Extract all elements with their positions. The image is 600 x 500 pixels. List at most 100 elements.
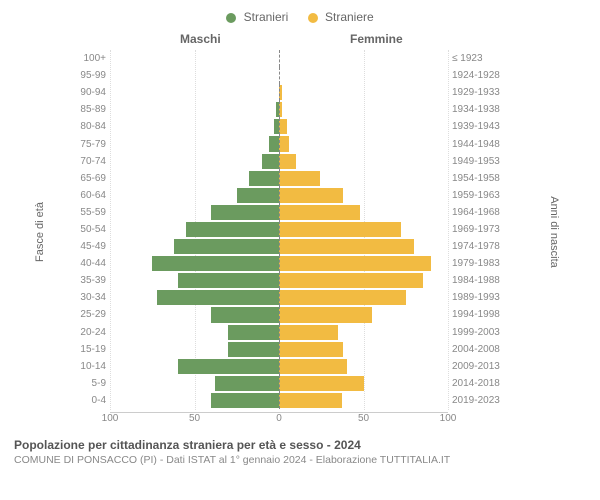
bar-male (262, 154, 279, 169)
legend-item-female: Straniere (308, 10, 374, 24)
bar-half-female (279, 324, 448, 341)
footer-title: Popolazione per cittadinanza straniera p… (14, 438, 590, 452)
bar-pair (110, 187, 448, 204)
year-label: 1934-1938 (448, 104, 510, 115)
center-divider (279, 187, 280, 204)
pyramid-row: 70-741949-1953 (68, 153, 510, 170)
pyramid-row: 55-591964-1968 (68, 204, 510, 221)
bar-half-female (279, 375, 448, 392)
chart-rows: 100+≤ 192395-991924-192890-941929-193385… (68, 50, 510, 410)
bar-pair (110, 375, 448, 392)
year-label: 1944-1948 (448, 139, 510, 150)
bar-half-female (279, 255, 448, 272)
bar-pair (110, 238, 448, 255)
center-divider (279, 204, 280, 221)
age-label: 60-64 (68, 190, 110, 201)
year-label: 1959-1963 (448, 190, 510, 201)
center-divider (279, 84, 280, 101)
bar-male (211, 393, 279, 408)
bar-pair (110, 255, 448, 272)
bar-female (279, 136, 289, 151)
age-label: 30-34 (68, 292, 110, 303)
age-label: 40-44 (68, 258, 110, 269)
bar-female (279, 154, 296, 169)
age-label: 75-79 (68, 139, 110, 150)
bar-half-female (279, 135, 448, 152)
bar-half-female (279, 272, 448, 289)
center-divider (279, 221, 280, 238)
bar-pair (110, 84, 448, 101)
age-label: 65-69 (68, 173, 110, 184)
bar-male (211, 205, 279, 220)
x-axis: 10050050100 (110, 412, 448, 428)
x-tick: 50 (358, 413, 369, 424)
bar-half-male (110, 324, 279, 341)
bar-female (279, 239, 414, 254)
bar-pair (110, 50, 448, 67)
bar-female (279, 325, 338, 340)
bar-male (174, 239, 279, 254)
center-divider (279, 306, 280, 323)
chart-footer: Popolazione per cittadinanza straniera p… (10, 438, 590, 466)
year-label: 1969-1973 (448, 224, 510, 235)
bar-half-female (279, 187, 448, 204)
bar-half-female (279, 221, 448, 238)
bar-pair (110, 204, 448, 221)
center-divider (279, 375, 280, 392)
pyramid-row: 20-241999-2003 (68, 324, 510, 341)
bar-half-female (279, 341, 448, 358)
bar-female (279, 290, 406, 305)
age-label: 35-39 (68, 275, 110, 286)
x-tick: 100 (102, 413, 119, 424)
center-divider (279, 50, 280, 67)
year-label: 1939-1943 (448, 121, 510, 132)
bar-male (249, 171, 279, 186)
center-divider (279, 289, 280, 306)
pyramid-row: 100+≤ 1923 (68, 50, 510, 67)
x-tick: 100 (440, 413, 457, 424)
legend-dot-male (226, 13, 236, 23)
pyramid-row: 75-79 1944-1948 (68, 135, 510, 152)
year-label: 2004-2008 (448, 344, 510, 355)
column-header-male: Maschi (180, 32, 221, 46)
legend-item-male: Stranieri (226, 10, 288, 24)
year-label: 2019-2023 (448, 395, 510, 406)
center-divider (279, 135, 280, 152)
bar-female (279, 171, 320, 186)
bar-half-male (110, 272, 279, 289)
bar-half-male (110, 170, 279, 187)
column-header-female: Femmine (350, 32, 403, 46)
age-label: 15-19 (68, 344, 110, 355)
center-divider (279, 392, 280, 409)
age-label: 70-74 (68, 156, 110, 167)
bar-female (279, 256, 431, 271)
age-label: 95-99 (68, 70, 110, 81)
pyramid-row: 90-94 1929-1933 (68, 84, 510, 101)
bar-pair (110, 67, 448, 84)
bar-half-male (110, 289, 279, 306)
bar-half-female (279, 358, 448, 375)
footer-subtitle: COMUNE DI PONSACCO (PI) - Dati ISTAT al … (14, 454, 590, 466)
bar-male (211, 307, 279, 322)
age-label: 90-94 (68, 87, 110, 98)
year-label: 1999-2003 (448, 327, 510, 338)
pyramid-row: 35-391984-1988 (68, 272, 510, 289)
bar-half-male (110, 221, 279, 238)
bar-male (152, 256, 279, 271)
pyramid-row: 15-19 2004-2008 (68, 341, 510, 358)
legend: Stranieri Straniere (10, 10, 590, 24)
bar-pair (110, 118, 448, 135)
bar-male (178, 273, 279, 288)
year-label: 1929-1933 (448, 87, 510, 98)
bar-male (186, 222, 279, 237)
pyramid-row: 60-64 1959-1963 (68, 187, 510, 204)
center-divider (279, 272, 280, 289)
center-divider (279, 67, 280, 84)
bar-half-female (279, 392, 448, 409)
legend-label-female: Straniere (325, 10, 374, 24)
bar-male (269, 136, 279, 151)
bar-half-male (110, 204, 279, 221)
pyramid-row: 45-491974-1978 (68, 238, 510, 255)
bar-female (279, 359, 347, 374)
bar-half-female (279, 101, 448, 118)
